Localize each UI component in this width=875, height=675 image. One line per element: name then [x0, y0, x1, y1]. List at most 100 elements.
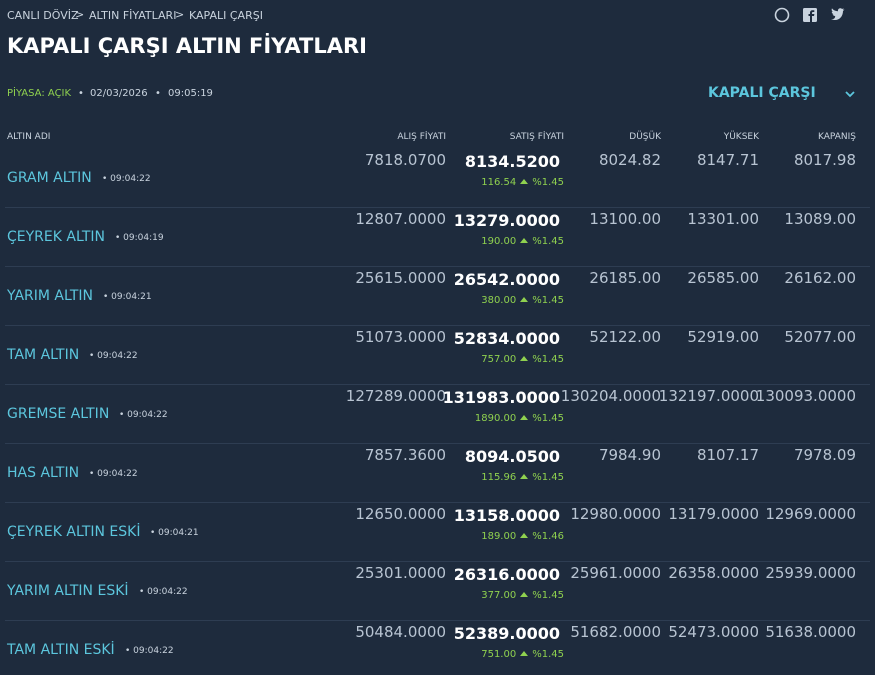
gold-name[interactable]: ÇEYREK ALTIN	[7, 229, 105, 245]
buy-price: 12650.0000	[355, 505, 446, 523]
breadcrumb-link[interactable]: ALTIN FİYATLARI	[89, 9, 177, 22]
column-header: YÜKSEK	[723, 132, 759, 142]
update-time: • 09:04:21	[150, 528, 199, 538]
gold-name[interactable]: HAS ALTIN	[7, 465, 80, 481]
time: 09:05:19	[168, 88, 213, 99]
change-value: 751.00	[481, 649, 517, 660]
sell-price: 26542.0000	[453, 270, 560, 289]
high-price: 26358.0000	[668, 564, 759, 582]
up-arrow	[520, 356, 529, 361]
buy-price: 12807.0000	[355, 210, 446, 228]
dot: •	[155, 88, 161, 99]
social-icons[interactable]	[774, 7, 846, 23]
update-time: • 09:04:22	[119, 410, 168, 420]
close-price: 8017.98	[793, 151, 856, 169]
update-time: • 09:04:22	[89, 469, 138, 479]
column-header: ALTIN ADI	[7, 132, 51, 142]
buy-price: 51073.0000	[355, 328, 446, 346]
up-arrow	[520, 297, 529, 302]
change: 1890.00 %1.45	[475, 413, 564, 424]
close-price: 130093.0000	[755, 387, 856, 405]
dot: •	[78, 88, 84, 99]
change: 377.00 %1.45	[481, 590, 564, 601]
low-price: 51682.0000	[570, 623, 661, 641]
change-value: 377.00	[481, 590, 517, 601]
up-arrow	[520, 651, 529, 656]
close-price: 12969.0000	[765, 505, 856, 523]
column-header: SATIŞ FİYATI	[509, 132, 564, 142]
gold-name[interactable]: TAM ALTIN ESKİ	[7, 642, 115, 658]
low-price: 7984.90	[598, 446, 661, 464]
dropdown-arrow[interactable]	[845, 90, 855, 98]
buy-price: 127289.0000	[345, 387, 446, 405]
gold-name[interactable]: GREMSE ALTIN	[7, 406, 110, 422]
change-percent: %1.45	[532, 413, 564, 424]
update-time: • 09:04:21	[103, 292, 152, 302]
change-value: 380.00	[481, 295, 517, 306]
separator: >	[175, 8, 185, 21]
sell-price: 8094.0500	[464, 447, 560, 466]
market-status: PİYASA: AÇIK	[7, 88, 72, 99]
separator: >	[75, 8, 85, 21]
up-arrow	[520, 592, 529, 597]
buy-price: 25301.0000	[355, 564, 446, 582]
change-value: 757.00	[481, 354, 517, 365]
row-divider	[5, 384, 870, 385]
row-divider	[5, 266, 870, 267]
change-percent: %1.45	[532, 236, 564, 247]
change: 115.96 %1.45	[481, 472, 564, 483]
column-header: DÜŞÜK	[629, 132, 661, 142]
close-price: 25939.0000	[765, 564, 856, 582]
gold-name[interactable]: ÇEYREK ALTIN ESKİ	[7, 524, 141, 540]
gold-name[interactable]: GRAM ALTIN	[7, 170, 92, 186]
high-price: 13179.0000	[668, 505, 759, 523]
close-price: 51638.0000	[765, 623, 856, 641]
update-time: • 09:04:22	[102, 174, 151, 184]
change-percent: %1.45	[532, 295, 564, 306]
gold-name[interactable]: TAM ALTIN	[7, 347, 80, 363]
update-time: • 09:04:22	[125, 646, 174, 656]
high-price: 13301.00	[687, 210, 759, 228]
sell-price: 8134.5200	[464, 152, 560, 171]
gold-name[interactable]: YARIM ALTIN ESKİ	[7, 583, 129, 599]
row-divider	[5, 620, 870, 621]
buy-price: 50484.0000	[355, 623, 446, 641]
row-divider	[5, 502, 870, 503]
change-percent: %1.45	[532, 590, 564, 601]
change: 380.00 %1.45	[481, 295, 564, 306]
page-title: KAPALI ÇARŞI ALTIN FİYATLARI	[7, 34, 367, 58]
close-price: 13089.00	[784, 210, 856, 228]
high-price: 132197.0000	[658, 387, 759, 405]
sell-price: 52834.0000	[453, 329, 560, 348]
change: 190.00 %1.45	[481, 236, 564, 247]
up-arrow	[520, 238, 529, 243]
update-time: • 09:04:22	[89, 351, 138, 361]
close-price: 26162.00	[784, 269, 856, 287]
market-dropdown[interactable]: KAPALI ÇARŞI	[708, 85, 816, 101]
close-price: 7978.09	[793, 446, 856, 464]
low-price: 25961.0000	[570, 564, 661, 582]
change-percent: %1.45	[532, 472, 564, 483]
breadcrumb-link[interactable]: KAPALI ÇARŞI	[189, 9, 263, 22]
change-percent: %1.45	[532, 649, 564, 660]
up-arrow	[520, 179, 529, 184]
update-time: • 09:04:22	[139, 587, 188, 597]
high-price: 26585.00	[687, 269, 759, 287]
change-percent: %1.46	[532, 531, 564, 542]
sell-price: 13279.0000	[453, 211, 560, 230]
high-price: 8107.17	[696, 446, 759, 464]
buy-price: 25615.0000	[355, 269, 446, 287]
update-time: • 09:04:19	[115, 233, 164, 243]
up-arrow	[520, 415, 529, 420]
change-value: 1890.00	[474, 413, 517, 424]
row-divider	[5, 325, 870, 326]
low-price: 8024.82	[598, 151, 661, 169]
change-percent: %1.45	[532, 177, 564, 188]
high-price: 52473.0000	[668, 623, 759, 641]
close-price: 52077.00	[784, 328, 856, 346]
sell-price: 13158.0000	[453, 506, 560, 525]
low-price: 12980.0000	[570, 505, 661, 523]
gold-name[interactable]: YARIM ALTIN	[7, 288, 94, 304]
breadcrumb-link[interactable]: CANLI DÖVİZ	[7, 9, 79, 22]
